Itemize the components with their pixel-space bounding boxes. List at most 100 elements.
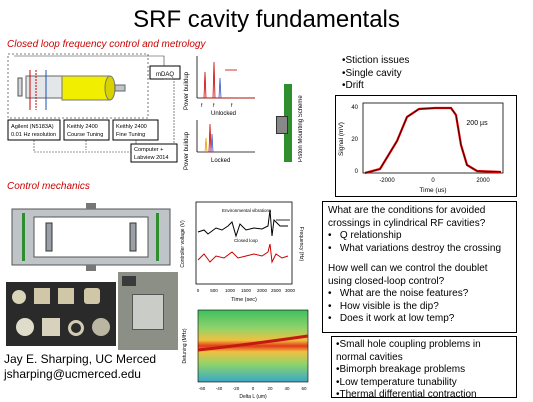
controller-axes bbox=[195, 201, 293, 285]
part-disk-1 bbox=[12, 290, 26, 304]
part-disk-2 bbox=[16, 318, 34, 336]
ytick-0: 0 bbox=[355, 169, 359, 175]
doublet-ylabel-top: Power buildup bbox=[184, 71, 190, 110]
doublet-plot: Power buildup f f f Unlocked Power build… bbox=[184, 56, 255, 170]
bimorph-left bbox=[22, 213, 25, 261]
question-2-bullet-2: • How visible is the dip? bbox=[328, 300, 439, 312]
signal-trace bbox=[364, 106, 502, 175]
signal-annotation: 200 µs bbox=[466, 120, 488, 127]
cavity-end bbox=[104, 75, 116, 101]
controller-trace-black bbox=[197, 209, 288, 238]
heatmap-xlabel: Delta L (um) bbox=[239, 394, 267, 400]
heatmap-ylabel: Detuning (MHz) bbox=[182, 328, 188, 363]
heatmap-field bbox=[197, 309, 309, 383]
locked-trace-red bbox=[207, 123, 213, 153]
wire-mdaq bbox=[164, 78, 175, 144]
issue-single-cavity: •Single cavity bbox=[342, 67, 402, 79]
part-plate-3 bbox=[84, 288, 100, 304]
control-loop-diagram: mDAQ Agilent (N5183A) 0.01 Hz resolution… bbox=[7, 53, 181, 163]
xtick-1500: 1500 bbox=[241, 288, 252, 293]
problem-small-hole: •Small hole coupling problems in normal … bbox=[336, 339, 481, 363]
ytick-20: 20 bbox=[351, 137, 358, 143]
issues-list: •Stiction issues •Single cavity •Drift bbox=[342, 55, 409, 93]
piston-mount-bar bbox=[284, 84, 292, 162]
controller-y2label: Frequency (Hz) bbox=[298, 227, 304, 262]
agilent-label-1: Agilent (N5183A) bbox=[11, 124, 54, 130]
signal-ylabel: Signal (mV) bbox=[338, 122, 345, 156]
bimorph-right bbox=[156, 213, 159, 261]
author-email[interactable]: jsharping@ucmerced.edu bbox=[4, 367, 141, 381]
piston-mount-label: Piston Mounting Scheme bbox=[298, 95, 304, 162]
hm-xtick-0: 0 bbox=[252, 386, 255, 391]
xtick-0: 0 bbox=[197, 288, 200, 293]
detuning-heatmap: -60 -40 -20 0 20 40 60 Delta L (um) Detu… bbox=[182, 309, 309, 400]
doublet-ylabel-bottom: Power buildup bbox=[184, 131, 190, 170]
controller-xlabel: Time (sec) bbox=[231, 297, 257, 303]
keithly-course-label-1: Keithly 2400 bbox=[67, 124, 98, 130]
output-coupler bbox=[114, 84, 126, 92]
mdaq-label: mDAQ bbox=[156, 72, 174, 78]
keithly-course-box bbox=[63, 119, 110, 141]
wire-agilent bbox=[33, 140, 131, 153]
hm-xtick-60: 60 bbox=[301, 386, 307, 391]
closed-loop-heading: Closed loop frequency control and metrol… bbox=[7, 39, 206, 50]
signal-fit bbox=[364, 107, 502, 174]
xtick-0: 0 bbox=[431, 178, 435, 184]
issue-drift: •Drift bbox=[342, 80, 364, 91]
piston-right bbox=[129, 222, 137, 252]
signal-xlabel: Time (us) bbox=[419, 187, 446, 194]
piston-left bbox=[45, 222, 53, 252]
piston-block bbox=[276, 116, 288, 134]
keithly-fine-label-2: Fine Tuning bbox=[116, 132, 145, 138]
xtick-neg2000: -2000 bbox=[379, 178, 395, 184]
cavity-interior bbox=[33, 216, 149, 258]
computer-label-1: Computer + bbox=[134, 147, 163, 153]
xtick-2000: 2000 bbox=[476, 178, 490, 184]
signal-plot-axes bbox=[362, 102, 504, 174]
hm-xtick-40: 40 bbox=[284, 386, 290, 391]
problem-low-temp: •Low temperature tunability bbox=[336, 376, 457, 388]
computer-box bbox=[130, 143, 178, 163]
tick-f-2: f bbox=[213, 103, 215, 109]
problem-thermal: •Thermal differential contraction bbox=[336, 389, 477, 400]
xtick-2500: 2500 bbox=[271, 288, 282, 293]
question-2: How well can we control the doublet usin… bbox=[328, 263, 488, 287]
xtick-2000: 2000 bbox=[257, 288, 268, 293]
unlocked-label: Unlocked bbox=[211, 111, 236, 117]
part-ring bbox=[68, 320, 84, 336]
locked-trace-blue bbox=[210, 133, 214, 153]
issue-stiction: •Stiction issues bbox=[342, 55, 410, 66]
problems-box: •Small hole coupling problems in normal … bbox=[331, 336, 517, 400]
question-1-bullet-1: • Q relationship bbox=[328, 230, 402, 241]
locked-label: Locked bbox=[211, 158, 230, 164]
signal-plot-frame bbox=[335, 95, 517, 197]
heatmap-ridge bbox=[197, 334, 309, 352]
cavity-cross-section bbox=[11, 203, 171, 271]
author-credit: Jay E. Sharping, UC Merced jsharping@ucm… bbox=[4, 352, 156, 382]
ytick-40: 40 bbox=[351, 105, 358, 111]
controller-ylabel: Controller voltage (V) bbox=[180, 220, 186, 268]
parts-photo bbox=[6, 282, 116, 346]
rf-cavity-left bbox=[25, 75, 63, 99]
tick-f-3: f bbox=[231, 103, 233, 109]
problem-bimorph: •Bimorph breakage problems bbox=[336, 364, 466, 375]
signal-plot: 200 µs 40 20 0 -2000 0 2000 Time (us) Si… bbox=[338, 102, 504, 194]
assembly-photo bbox=[118, 272, 178, 350]
question-2-bullet-1: • What are the noise features? bbox=[328, 288, 469, 299]
doublet-trace-blue bbox=[218, 77, 222, 99]
coupler-bottom bbox=[86, 265, 96, 271]
question-1-bullet-2: • What variations destroy the crossing bbox=[328, 242, 502, 254]
part-cylinder bbox=[92, 318, 110, 336]
keithly-fine-label-1: Keithly 2400 bbox=[116, 124, 147, 130]
wire-top bbox=[14, 55, 165, 66]
xtick-1000: 1000 bbox=[225, 288, 236, 293]
env-label: Environmental vibrations bbox=[222, 208, 272, 213]
rf-cavity-body bbox=[61, 75, 111, 101]
keithly-course-label-2: Course Tuning bbox=[67, 132, 103, 138]
questions-box: What are the conditions for avoided cros… bbox=[322, 201, 517, 333]
question-2-bullet-3: • Does it work at low temp? bbox=[328, 313, 455, 324]
keithly-fine-box bbox=[112, 119, 159, 141]
enclosure-dashed-box bbox=[7, 53, 149, 119]
input-coupler bbox=[17, 77, 23, 97]
controller-plot: Environmental vibrations Closed loop 0 5… bbox=[180, 201, 304, 303]
